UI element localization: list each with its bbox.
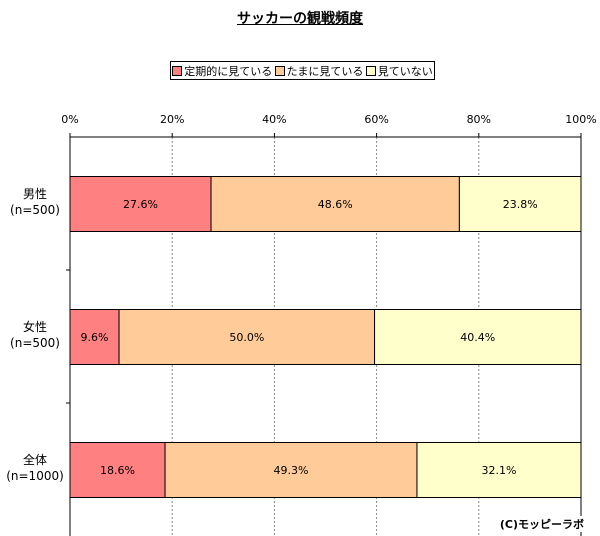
legend-swatch-regular [172,65,183,76]
x-tick-label: 80% [467,113,491,126]
bar-segment [164,442,418,498]
x-tick-label: 0% [61,113,78,126]
copyright-text: (C)モッピーラボ [497,516,586,532]
data-label: 9.6% [81,331,109,344]
bar-segment [374,309,582,365]
category-label: 女性(n=500) [10,319,60,350]
x-tick-label: 60% [364,113,388,126]
legend-label-never: 見ていない [377,64,433,78]
x-tick-label: 20% [160,113,184,126]
legend-item-sometimes: たまに見ている [274,63,364,79]
bar-segment [210,176,460,232]
bar-segment [416,442,582,498]
legend-label-sometimes: たまに見ている [286,64,364,78]
legend-swatch-sometimes [274,65,285,76]
legend-label-regular: 定期的に見ている [184,64,273,78]
bar-segment [458,176,582,232]
legend-item-never: 見ていない [365,63,433,79]
chart-title: サッカーの観戦頻度 [237,11,363,27]
bar-segment [118,309,376,365]
data-label: 50.0% [229,331,264,344]
x-tick-label: 40% [262,113,286,126]
legend-item-regular: 定期的に見ている [172,63,272,79]
data-label: 23.8% [503,198,538,211]
bar-segment [69,309,120,365]
category-label: 全体(n=1000) [6,452,64,483]
data-label: 40.4% [460,331,495,344]
data-label: 48.6% [318,198,353,211]
data-label: 27.6% [123,198,158,211]
x-tick-label: 100% [565,113,596,126]
data-label: 18.6% [100,464,135,477]
bar-segment [69,442,166,498]
legend: 定期的に見ている たまに見ている 見ていない [170,61,435,80]
category-label: 男性(n=500) [10,187,60,217]
legend-swatch-never [365,65,376,76]
data-label: 49.3% [274,464,309,477]
data-label: 32.1% [482,464,517,477]
